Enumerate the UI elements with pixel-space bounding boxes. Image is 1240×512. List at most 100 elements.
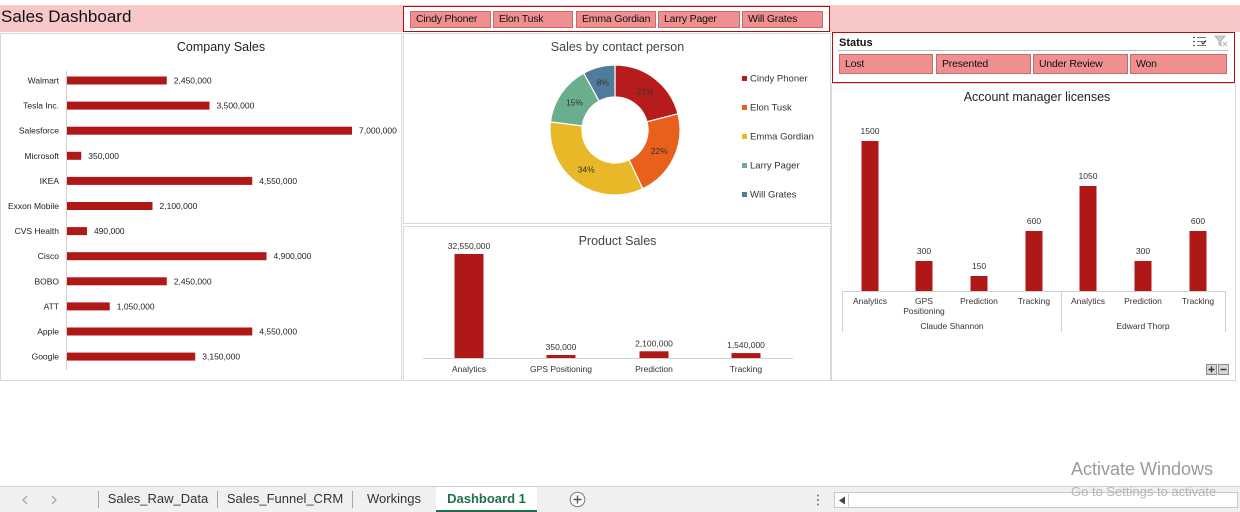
company-sales-value-label: 4,550,000 — [259, 176, 297, 186]
tab-separator — [98, 491, 99, 508]
company-sales-value-label: 2,450,000 — [174, 276, 212, 286]
product-sales-category-label: Analytics — [452, 364, 486, 374]
scrollbar-divider — [848, 494, 849, 507]
product-sales-category-label: Prediction — [635, 364, 673, 374]
legend-swatch — [742, 76, 747, 81]
status-item-won[interactable]: Won — [1130, 54, 1227, 74]
legend-label: Emma Gordian — [750, 132, 814, 143]
company-sales-value-label: 1,050,000 — [117, 301, 155, 311]
company-sales-bar — [67, 202, 153, 210]
company-sales-value-label: 4,900,000 — [274, 251, 312, 261]
scrollbar-left-arrow-icon[interactable] — [838, 496, 846, 505]
company-sales-value-label: 7,000,000 — [359, 126, 397, 136]
more-options-icon[interactable] — [815, 493, 821, 507]
legend-label: Elon Tusk — [750, 103, 792, 114]
licenses-bar — [915, 261, 933, 291]
activate-windows-subtitle: Go to Settings to activate — [1071, 484, 1217, 499]
product-sales-panel: Product Sales 32,550,000 Analytics 350,000… — [403, 226, 831, 381]
licenses-category-label: Positioning — [903, 306, 945, 316]
account-manager-title: Account manager licenses — [963, 90, 1111, 104]
product-sales-category-label: GPS Positioning — [530, 364, 592, 374]
multi-select-icon[interactable] — [1192, 35, 1207, 48]
status-item-presented[interactable]: Presented — [936, 54, 1031, 74]
donut-slice — [582, 64, 616, 102]
tab-sales-funnel-crm[interactable]: Sales_Funnel_CRM — [226, 491, 344, 506]
licenses-category-label: GPS — [915, 296, 933, 306]
licenses-bar — [970, 276, 988, 291]
company-sales-bar — [67, 352, 196, 361]
licenses-category-label: Tracking — [1182, 296, 1215, 306]
donut-slice — [549, 121, 644, 196]
tab-workings[interactable]: Workings — [367, 491, 421, 506]
donut-slice-label: 22% — [651, 146, 668, 156]
company-sales-bar — [67, 101, 210, 110]
licenses-group-label: Edward Thorp — [1116, 321, 1170, 331]
legend-swatch — [742, 192, 747, 197]
status-slicer: Status Lost Presented Under Review Won — [832, 32, 1235, 83]
slicer-item-emma-gordian[interactable]: Emma Gordian — [576, 11, 656, 28]
sales-by-contact-panel: Sales by contact person 21% 22% 34% 15% 8% Ci… — [403, 33, 831, 224]
sales-by-contact-chart: 21% 22% 34% 15% 8% Cindy Phoner Elon Tusk Emma … — [549, 64, 814, 201]
legend-swatch — [742, 105, 747, 110]
donut-slice-label: 34% — [578, 165, 595, 175]
company-sales-bar — [67, 227, 87, 236]
product-sales-bar — [454, 254, 484, 358]
company-sales-value-label: 350,000 — [88, 151, 119, 161]
company-sales-value-label: 2,450,000 — [174, 76, 212, 86]
licenses-bar — [1079, 186, 1097, 291]
tab-dashboard-1[interactable]: Dashboard 1 — [436, 487, 537, 512]
legend-label: Will Grates — [750, 190, 797, 201]
legend-label: Larry Pager — [750, 161, 800, 172]
product-sales-bar — [639, 351, 669, 358]
sales-by-contact-title: Sales by contact person — [550, 40, 685, 54]
company-sales-category-label: Cisco — [38, 251, 60, 261]
slicer-item-cindy-phoner[interactable]: Cindy Phoner — [410, 11, 491, 28]
donut-slice-label: 15% — [566, 97, 583, 107]
product-sales-value-label: 32,550,000 — [448, 241, 491, 251]
legend-swatch — [742, 163, 747, 168]
company-sales-value-label: 490,000 — [94, 226, 125, 236]
tab-separator — [217, 491, 218, 508]
company-sales-category-label: Apple — [37, 327, 59, 337]
status-item-under-review[interactable]: Under Review — [1033, 54, 1128, 74]
company-sales-category-label: BOBO — [34, 276, 59, 286]
legend-label: Cindy Phoner — [750, 74, 808, 85]
company-sales-category-label: Exxon Mobile — [8, 201, 59, 211]
licenses-value-label: 600 — [1191, 216, 1205, 226]
scroll-right-icon[interactable] — [49, 495, 59, 505]
horizontal-scrollbar[interactable] — [834, 492, 1238, 508]
company-sales-panel: Company Sales Walmart 2,450,000 Tesla Inc.… — [0, 33, 402, 381]
company-sales-value-label: 3,500,000 — [217, 101, 255, 111]
company-sales-category-label: Walmart — [28, 76, 60, 86]
status-item-lost[interactable]: Lost — [839, 54, 933, 74]
company-sales-title: Company Sales — [176, 40, 266, 54]
company-sales-category-label: ATT — [44, 301, 59, 311]
contact-person-slicer: Cindy Phoner Elon Tusk Emma Gordian Larr… — [403, 6, 830, 32]
product-sales-category-label: Tracking — [730, 364, 763, 374]
licenses-category-label: Prediction — [1124, 296, 1162, 306]
add-sheet-icon[interactable] — [569, 491, 586, 508]
product-sales-value-label: 2,100,000 — [635, 338, 673, 348]
clear-filter-icon[interactable] — [1214, 35, 1228, 48]
company-sales-bar — [67, 277, 167, 286]
company-sales-value-label: 2,100,000 — [160, 201, 198, 211]
product-sales-chart: 32,550,000 Analytics 350,000 GPS Positionin… — [423, 241, 793, 374]
company-sales-category-label: CVS Health — [15, 226, 60, 236]
licenses-bar — [1189, 231, 1207, 291]
slicer-item-larry-pager[interactable]: Larry Pager — [658, 11, 740, 28]
donut-slice-label: 8% — [597, 78, 610, 88]
sheet-tab-bar: Sales_Raw_Data Sales_Funnel_CRM Workings… — [0, 486, 1240, 512]
licenses-group-label: Claude Shannon — [920, 321, 984, 331]
scroll-left-icon[interactable] — [20, 495, 30, 505]
slicer-item-will-grates[interactable]: Will Grates — [742, 11, 823, 28]
licenses-category-label: Analytics — [1071, 296, 1105, 306]
company-sales-bar — [67, 252, 267, 261]
expand-collapse-icon[interactable] — [1206, 364, 1230, 376]
licenses-value-label: 150 — [972, 261, 986, 271]
licenses-bar — [1025, 231, 1043, 291]
licenses-category-label: Prediction — [960, 296, 998, 306]
company-sales-bar — [67, 302, 110, 311]
account-manager-panel: Account manager licenses 1500 Analytics 30… — [831, 83, 1236, 381]
tab-sales-raw-data[interactable]: Sales_Raw_Data — [107, 491, 209, 506]
slicer-item-elon-tusk[interactable]: Elon Tusk — [493, 11, 573, 28]
